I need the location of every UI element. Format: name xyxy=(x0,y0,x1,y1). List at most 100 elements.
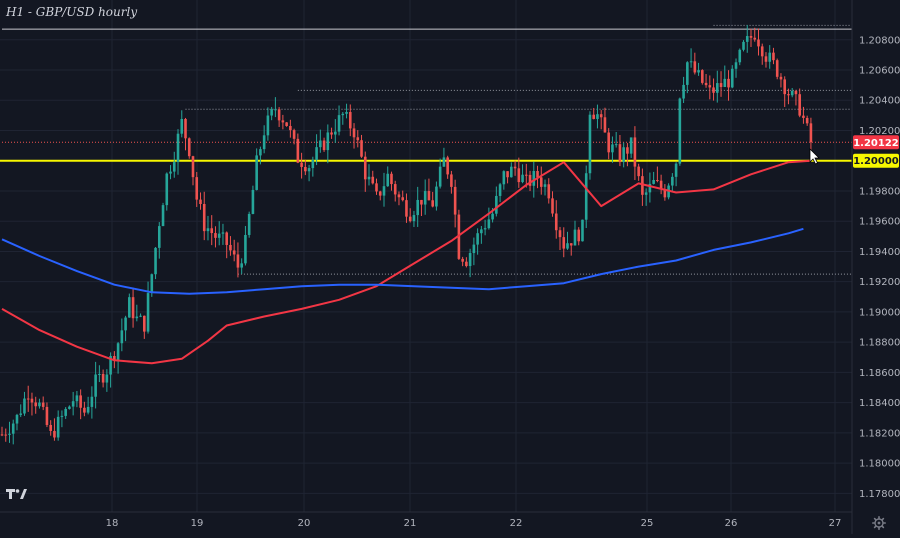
candle-body xyxy=(525,174,528,176)
candle-body xyxy=(701,70,704,83)
candle-body xyxy=(498,184,502,196)
candle-body xyxy=(371,176,375,184)
candle-body xyxy=(360,140,363,157)
y-tick-label: 1.18200 xyxy=(859,428,900,439)
x-tick-label: 19 xyxy=(191,518,204,529)
candle-body xyxy=(551,198,554,214)
candle-body xyxy=(86,406,90,413)
candle-body xyxy=(240,263,243,268)
candle-body xyxy=(199,199,202,205)
candle-body xyxy=(790,90,794,96)
y-tick-label: 1.19200 xyxy=(859,277,900,288)
candle-body xyxy=(641,176,644,195)
candle-body xyxy=(779,76,783,80)
candle-body xyxy=(281,120,285,123)
candle-body xyxy=(480,229,483,234)
candle-body xyxy=(113,356,116,361)
chart-title: H1 - GBP/USD hourly xyxy=(6,5,138,19)
candle-body xyxy=(787,94,790,96)
candle-body xyxy=(341,113,345,116)
candle-body xyxy=(131,297,135,319)
candle-body xyxy=(176,133,180,163)
candle-body xyxy=(236,254,240,268)
candle-body xyxy=(352,128,356,138)
candle-body xyxy=(495,195,498,214)
candle-body xyxy=(599,114,603,118)
y-tick-label: 1.19400 xyxy=(859,247,900,258)
candle-body xyxy=(408,216,412,222)
candle-body xyxy=(794,90,798,95)
candle-body xyxy=(697,70,700,73)
candle-body xyxy=(79,395,82,408)
candle-body xyxy=(461,258,464,262)
axes xyxy=(0,0,853,534)
candle-body xyxy=(738,49,742,63)
candle-body xyxy=(715,83,719,93)
candle-body xyxy=(427,191,431,201)
candle-body xyxy=(671,176,674,186)
candle-body xyxy=(618,144,622,163)
y-tick-label: 1.20200 xyxy=(859,126,900,137)
candle-body xyxy=(19,413,23,415)
y-tick-label: 1.18800 xyxy=(859,338,900,349)
candle-body xyxy=(450,174,453,187)
candle-body xyxy=(23,398,26,414)
candle-body xyxy=(229,244,232,251)
candle-body xyxy=(94,374,97,397)
candle-body xyxy=(4,434,8,436)
candle-body xyxy=(663,188,667,198)
candle-body xyxy=(491,213,494,220)
candle-body xyxy=(712,87,715,93)
candle-body xyxy=(483,228,487,230)
candle-body xyxy=(566,243,569,249)
candle-body xyxy=(569,243,573,246)
time-axis[interactable]: 18 19 20 21 22 25 26 27 xyxy=(106,518,842,529)
settings-gear-icon[interactable] xyxy=(872,516,886,530)
candle-body xyxy=(11,423,15,434)
candle-body xyxy=(562,237,566,249)
candle-body xyxy=(622,147,625,163)
candle-body xyxy=(775,60,779,77)
candle-body xyxy=(251,189,255,214)
candle-body xyxy=(397,194,401,198)
candle-body xyxy=(135,316,139,319)
horizontal-levels xyxy=(0,24,852,275)
candle-body xyxy=(502,171,506,185)
candle-body xyxy=(637,166,640,177)
candle-body xyxy=(468,253,472,267)
candle-body xyxy=(146,293,150,332)
candle-body xyxy=(528,174,532,186)
candle-body xyxy=(232,250,236,255)
candle-body xyxy=(487,219,491,229)
tradingview-logo-icon[interactable] xyxy=(6,487,28,501)
candle-body xyxy=(154,247,157,275)
candle-body xyxy=(588,114,592,174)
candle-body xyxy=(274,109,277,111)
candle-body xyxy=(348,112,352,129)
candle-body xyxy=(423,191,427,205)
candle-body xyxy=(592,114,596,119)
candle-body xyxy=(764,56,768,62)
candle-body xyxy=(191,156,195,178)
candle-body xyxy=(180,118,184,134)
price-axis[interactable]: 1.20800 1.20600 1.20400 1.20200 1.19800 1.196… xyxy=(859,35,900,500)
candle-body xyxy=(573,229,577,246)
candle-body xyxy=(304,166,307,172)
candle-body xyxy=(390,173,393,185)
x-tick-label: 25 xyxy=(641,518,654,529)
candle-body xyxy=(116,343,120,361)
candle-body xyxy=(719,83,723,87)
candle-body xyxy=(64,408,67,416)
candle-body xyxy=(262,135,266,150)
candle-body xyxy=(15,414,19,424)
y-tick-label: 1.19000 xyxy=(859,307,900,318)
current-price-tag xyxy=(853,135,899,150)
candle-body xyxy=(442,157,446,167)
moving-averages xyxy=(1,159,811,365)
candle-body xyxy=(472,244,476,254)
candle-body xyxy=(143,315,146,332)
candle-body xyxy=(90,396,94,407)
